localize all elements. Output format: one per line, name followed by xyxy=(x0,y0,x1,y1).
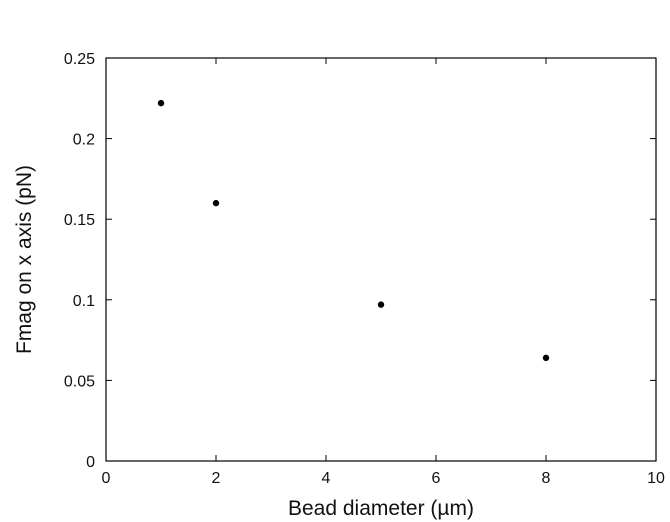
tick-labels: 0 2 4 6 8 10 0 0.05 0.1 0.15 0.2 0.25 xyxy=(64,51,665,487)
x-tick-label: 8 xyxy=(542,470,551,487)
x-tick-label: 4 xyxy=(322,470,331,487)
ticks-layer xyxy=(105,57,657,462)
data-point xyxy=(542,354,550,362)
y-tick-label: 0.25 xyxy=(64,51,95,68)
y-tick-label: 0.2 xyxy=(73,132,95,149)
plot-frame xyxy=(105,57,657,462)
x-tick-label: 10 xyxy=(647,470,665,487)
y-tick-label: 0.1 xyxy=(73,293,95,310)
data-point xyxy=(212,199,220,207)
data-points xyxy=(157,99,550,362)
x-tick-label: 6 xyxy=(432,470,441,487)
y-tick-label: 0 xyxy=(86,454,95,471)
data-point xyxy=(157,99,165,107)
x-tick-label: 2 xyxy=(212,470,221,487)
x-axis-label: Bead diameter (µm) xyxy=(288,497,474,520)
y-axis-label: Fmag on x axis (pN) xyxy=(13,165,36,354)
data-point xyxy=(377,301,385,308)
y-tick-label: 0.05 xyxy=(64,373,95,390)
x-tick-label: 0 xyxy=(102,470,111,487)
y-tick-label: 0.15 xyxy=(64,212,95,229)
